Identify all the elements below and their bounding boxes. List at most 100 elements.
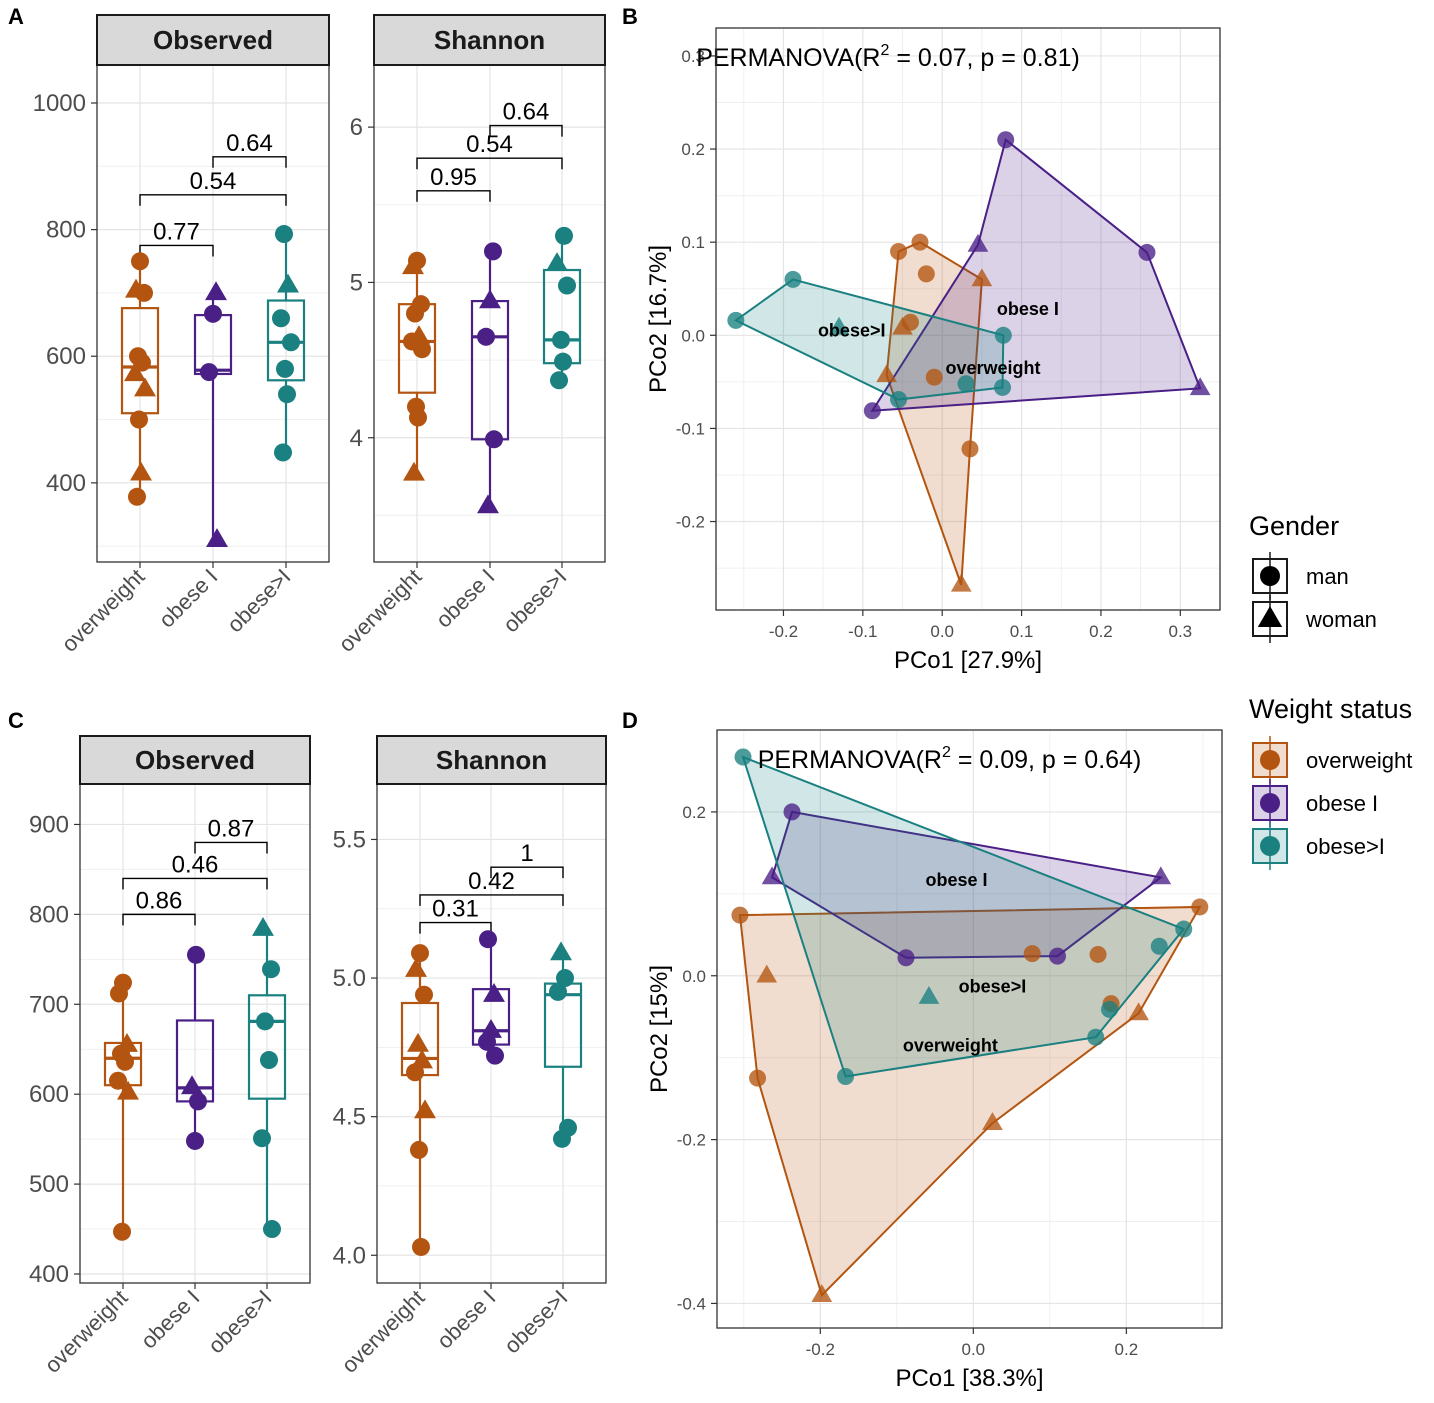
x-tick-label: 0.1 [1010, 622, 1034, 641]
data-point-woman [206, 528, 228, 548]
data-point-man [1175, 920, 1193, 938]
data-point-woman [971, 268, 993, 287]
data-point-man [925, 368, 943, 386]
data-point-man [485, 430, 503, 449]
data-point-man [409, 408, 427, 427]
x-tick-label: obese>I [203, 1285, 276, 1358]
data-point-man [731, 906, 749, 924]
panel-background [716, 28, 1220, 610]
box-body [266, 299, 306, 382]
legend-key-woman [1257, 605, 1283, 627]
group-centroid-label: obese I [997, 299, 1059, 319]
x-tick-label: 0.2 [1115, 1340, 1139, 1359]
data-point-woman [1128, 1002, 1149, 1021]
data-point-man [282, 333, 300, 352]
group-centroid-label: overweight [945, 358, 1040, 378]
data-point-woman [892, 316, 913, 335]
data-point-man [1048, 947, 1066, 965]
annotation-prefix: PERMANOVA(R [758, 746, 942, 774]
data-point-man [275, 225, 293, 244]
hull-obesei [870, 138, 1202, 412]
data-point-man [1089, 945, 1107, 963]
data-point-woman [918, 985, 940, 1004]
data-point-man [128, 487, 146, 506]
y-tick-label: 5.0 [333, 965, 366, 992]
data-point-woman [828, 316, 850, 335]
data-point-woman [483, 982, 505, 1002]
y-tick-label: 400 [29, 1261, 69, 1288]
data-point-man [1101, 1000, 1119, 1018]
x-tick-label: obese>I [499, 1285, 572, 1358]
comparison-p-value: 0.87 [208, 815, 255, 842]
data-point-man [553, 1129, 571, 1148]
x-tick-label: -0.2 [769, 622, 798, 641]
comparison-p-value: 0.95 [430, 164, 477, 191]
comparison-p-value: 0.86 [136, 887, 183, 914]
data-point-man [412, 1237, 430, 1256]
comparison-bracket [419, 921, 492, 934]
x-tick-label: overweight [334, 564, 427, 657]
data-point-man [274, 443, 292, 462]
comparison-p-value: 0.42 [468, 868, 515, 895]
comparison-bracket [122, 877, 268, 890]
data-point-man [110, 984, 128, 1003]
x-tick-label: overweight [40, 1285, 133, 1378]
data-point-woman [982, 1112, 1003, 1130]
data-point-man [556, 969, 574, 988]
legend-label-man: man [1306, 564, 1349, 589]
data-point-man [1150, 937, 1168, 955]
facet-title: Observed [135, 745, 255, 775]
x-tick-label: overweight [57, 564, 150, 657]
data-point-woman [277, 273, 299, 293]
comparison-bracket [489, 124, 563, 137]
box-body [247, 994, 287, 1100]
y-tick-label: 4 [350, 425, 363, 452]
comparison-bracket [122, 913, 196, 926]
y-tick-label: 700 [29, 991, 69, 1018]
legend-title-gender: Gender [1249, 511, 1339, 541]
data-point-man [957, 375, 975, 393]
data-point-man [484, 242, 502, 261]
data-point-man [200, 363, 218, 382]
data-point-man [406, 1063, 424, 1082]
comparison-bracket [139, 194, 287, 206]
annotation-prefix: PERMANOVA(R [696, 44, 880, 72]
data-point-man [186, 1131, 204, 1150]
data-point-man [189, 1092, 207, 1111]
data-point-woman [414, 1099, 436, 1119]
data-point-man [256, 1012, 274, 1031]
data-point-man [479, 930, 497, 949]
legend-label-weight-status: obese I [1306, 791, 1378, 816]
facet-title: Shannon [436, 745, 547, 775]
panel-letter-c: C [8, 708, 24, 733]
data-point-woman [756, 964, 778, 983]
comparison-p-value: 0.54 [466, 131, 513, 158]
data-point-man [911, 233, 929, 251]
comparison-p-value: 0.77 [153, 218, 200, 245]
panel-border [716, 729, 1223, 1329]
y-tick-label: 5.5 [333, 826, 366, 853]
data-point-man [727, 311, 745, 329]
data-point-woman [550, 941, 572, 961]
data-point-man [554, 352, 572, 371]
data-point-man [116, 1052, 134, 1071]
data-point-man [897, 949, 915, 967]
group-centroid-label: obese I [925, 870, 987, 890]
data-point-man [276, 359, 294, 378]
data-point-man [734, 748, 752, 766]
data-point-woman [403, 461, 425, 481]
y-tick-label: 0.0 [681, 326, 705, 345]
y-tick-label: 4.0 [333, 1242, 366, 1269]
comparison-bracket [416, 190, 491, 202]
y-tick-label: 600 [46, 343, 86, 370]
y-tick-label: 5 [350, 269, 363, 296]
data-point-man [552, 330, 570, 349]
facet-strip [376, 735, 607, 785]
y-tick-label: 0.3 [681, 47, 705, 66]
data-point-woman [479, 289, 501, 309]
data-point-man [278, 385, 296, 404]
data-point-man [411, 944, 429, 963]
data-point-woman [181, 1075, 203, 1095]
comparison-bracket [139, 244, 214, 257]
x-tick-label: obese I [136, 1285, 205, 1354]
